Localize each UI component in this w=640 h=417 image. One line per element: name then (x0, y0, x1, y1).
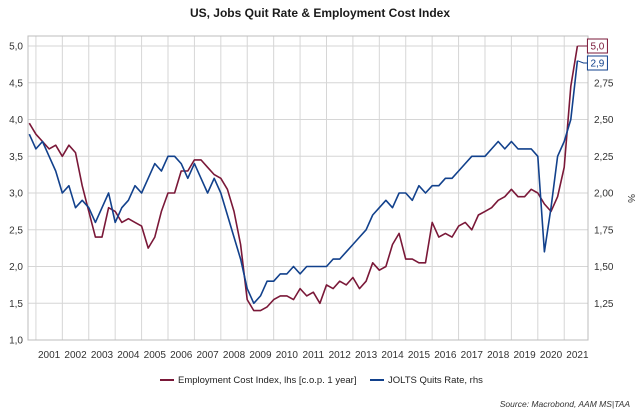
x-tick-label: 2018 (487, 350, 510, 361)
left-tick-label: 2,5 (9, 225, 23, 236)
x-tick-label: 2019 (513, 350, 536, 361)
x-tick-label: 2009 (249, 350, 272, 361)
x-tick-label: 2020 (540, 350, 563, 361)
right-axis-unit-label: % (625, 194, 636, 203)
end-value-employment-cost: 5,0 (590, 42, 604, 53)
x-tick-label: 2016 (434, 350, 457, 361)
left-tick-label: 1,0 (9, 336, 23, 347)
end-value-callouts: 5,0 2,9 (577, 38, 608, 71)
left-tick-label: 4,0 (9, 115, 23, 126)
x-tick-label: 2021 (566, 350, 589, 361)
x-tick-label: 2003 (91, 350, 114, 361)
right-tick-label: 2,00 (594, 189, 614, 200)
x-tick-label: 2014 (381, 350, 404, 361)
x-tick-label: 2015 (408, 350, 431, 361)
x-tick-label: 2001 (38, 350, 61, 361)
x-tick-label: 2017 (461, 350, 484, 361)
end-value-box (586, 55, 608, 71)
end-value-leader (577, 60, 588, 64)
x-axis: 2001 2002 2003 2004 2005 2006 2007 2008 2009 2010… (38, 350, 589, 361)
chart-title: US, Jobs Quit Rate & Employment Cost Ind… (190, 6, 450, 20)
x-tick-label: 2011 (303, 350, 325, 361)
right-tick-label: 2,25 (594, 152, 614, 163)
left-tick-label: 3,0 (9, 189, 23, 200)
left-tick-label: 5,0 (9, 42, 23, 53)
gridlines (28, 36, 588, 341)
right-tick-label: 2,50 (594, 115, 614, 126)
x-tick-label: 2002 (64, 350, 87, 361)
x-tick-label: 2005 (144, 350, 167, 361)
end-value-box (586, 38, 608, 54)
legend-label-quits-rate: JOLTS Quits Rate, rhs (388, 375, 483, 386)
right-tick-label: 1,50 (594, 262, 614, 273)
left-tick-label: 2,0 (9, 262, 23, 273)
end-value-quits-rate: 2,9 (590, 59, 604, 70)
plot-frame (27, 35, 589, 341)
x-tick-label: 2012 (329, 350, 352, 361)
x-tick-label: 2006 (170, 350, 193, 361)
series-line-quits-rate (28, 60, 579, 305)
x-tick-label: 2008 (223, 350, 246, 361)
source-note: Source: Macrobond, AAM MS|TAA (500, 399, 631, 409)
left-tick-label: 1,5 (9, 299, 23, 310)
x-tick-label: 2007 (196, 350, 219, 361)
left-tick-label: 4,5 (9, 78, 23, 89)
series-line-employment-cost (28, 45, 579, 312)
x-tick-label: 2004 (117, 350, 140, 361)
right-tick-label: 1,25 (594, 299, 614, 310)
series-lines (28, 45, 579, 312)
left-tick-label: 3,5 (9, 152, 23, 163)
x-tick-label: 2010 (276, 350, 299, 361)
legend: Employment Cost Index, lhs [c.o.p. 1 yea… (160, 375, 483, 386)
right-tick-label: 2,75 (594, 78, 614, 89)
left-axis: 1,0 1,5 2,0 2,5 3,0 3,5 4,0 4,5 5,0 (9, 42, 23, 347)
right-tick-label: 1,75 (594, 225, 614, 236)
x-tick-label: 2013 (355, 350, 378, 361)
right-axis: 1,25 1,50 1,75 2,00 2,25 2,50 2,75 (594, 78, 614, 310)
legend-label-employment-cost: Employment Cost Index, lhs [c.o.p. 1 yea… (178, 375, 356, 386)
